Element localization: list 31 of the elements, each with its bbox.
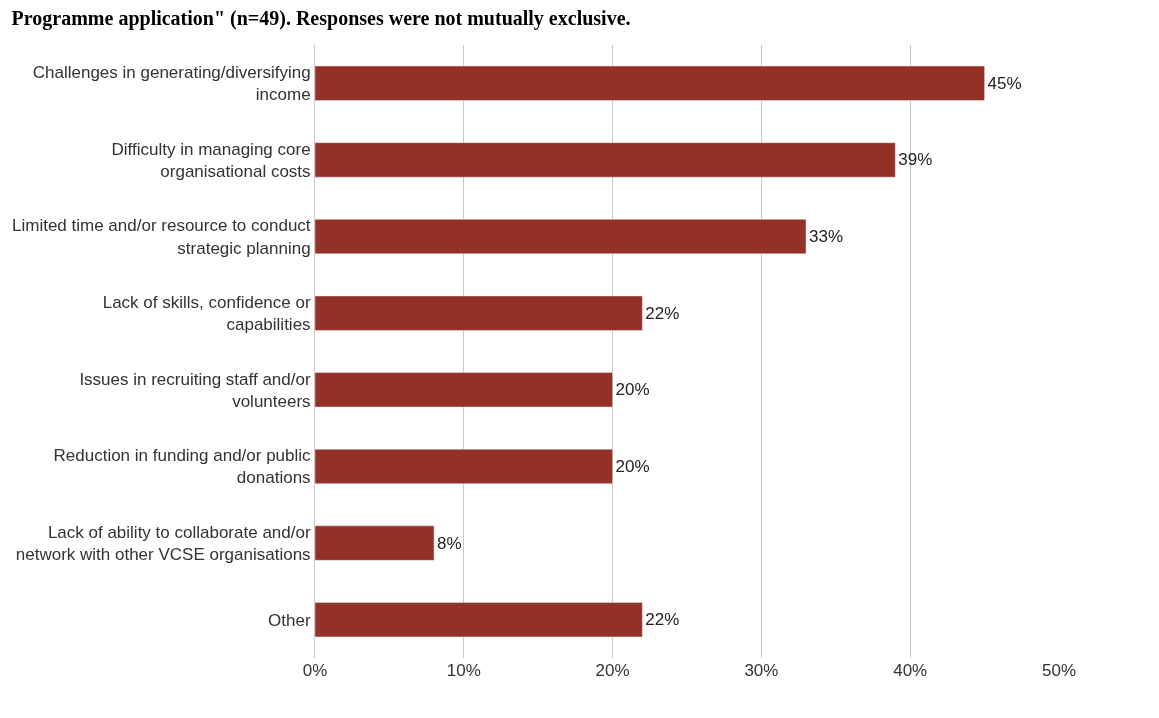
data-label: 45% (987, 73, 1022, 93)
bar (315, 448, 613, 484)
x-tick-label: 30% (744, 661, 779, 680)
y-tick-label: Reduction in funding and/or public donations (53, 446, 312, 488)
bar (315, 65, 985, 101)
bar (315, 525, 435, 561)
bar (315, 295, 643, 331)
bar (315, 372, 613, 408)
y-tick-label: Issues in recruiting staff and/or volunteers (79, 369, 311, 411)
y-tick-label: Lack of skills, confidence or capabilities (102, 293, 311, 335)
y-tick-label: Limited time and/or resource to conduct strategic planning (11, 216, 311, 258)
bar (315, 142, 896, 178)
data-label: 20% (615, 456, 650, 476)
x-tick-label: 40% (893, 661, 928, 680)
bar (315, 602, 643, 638)
data-label: 22% (645, 610, 680, 630)
data-label: 22% (645, 303, 680, 323)
data-label: 33% (809, 227, 844, 247)
data-label: 8% (437, 533, 462, 553)
data-label: 20% (615, 380, 650, 400)
bar (315, 219, 807, 255)
data-label: 39% (898, 150, 933, 170)
x-tick-label: 50% (1041, 661, 1077, 680)
y-tick-label: Other (268, 610, 311, 630)
x-tick-label: 0% (302, 661, 328, 680)
x-tick-label: 20% (595, 661, 630, 680)
chart-title: Programme application" (n=49). Responses were not mutually exclusive. (11, 6, 631, 30)
x-tick-label: 10% (446, 661, 481, 680)
y-tick-label: Lack of ability to collaborate and/or network with other VCSE organisations (15, 522, 311, 565)
y-tick-label: Difficulty in managing core organisational costs (111, 139, 311, 181)
y-tick-label: Challenges in generating/diversifying income (32, 63, 311, 105)
